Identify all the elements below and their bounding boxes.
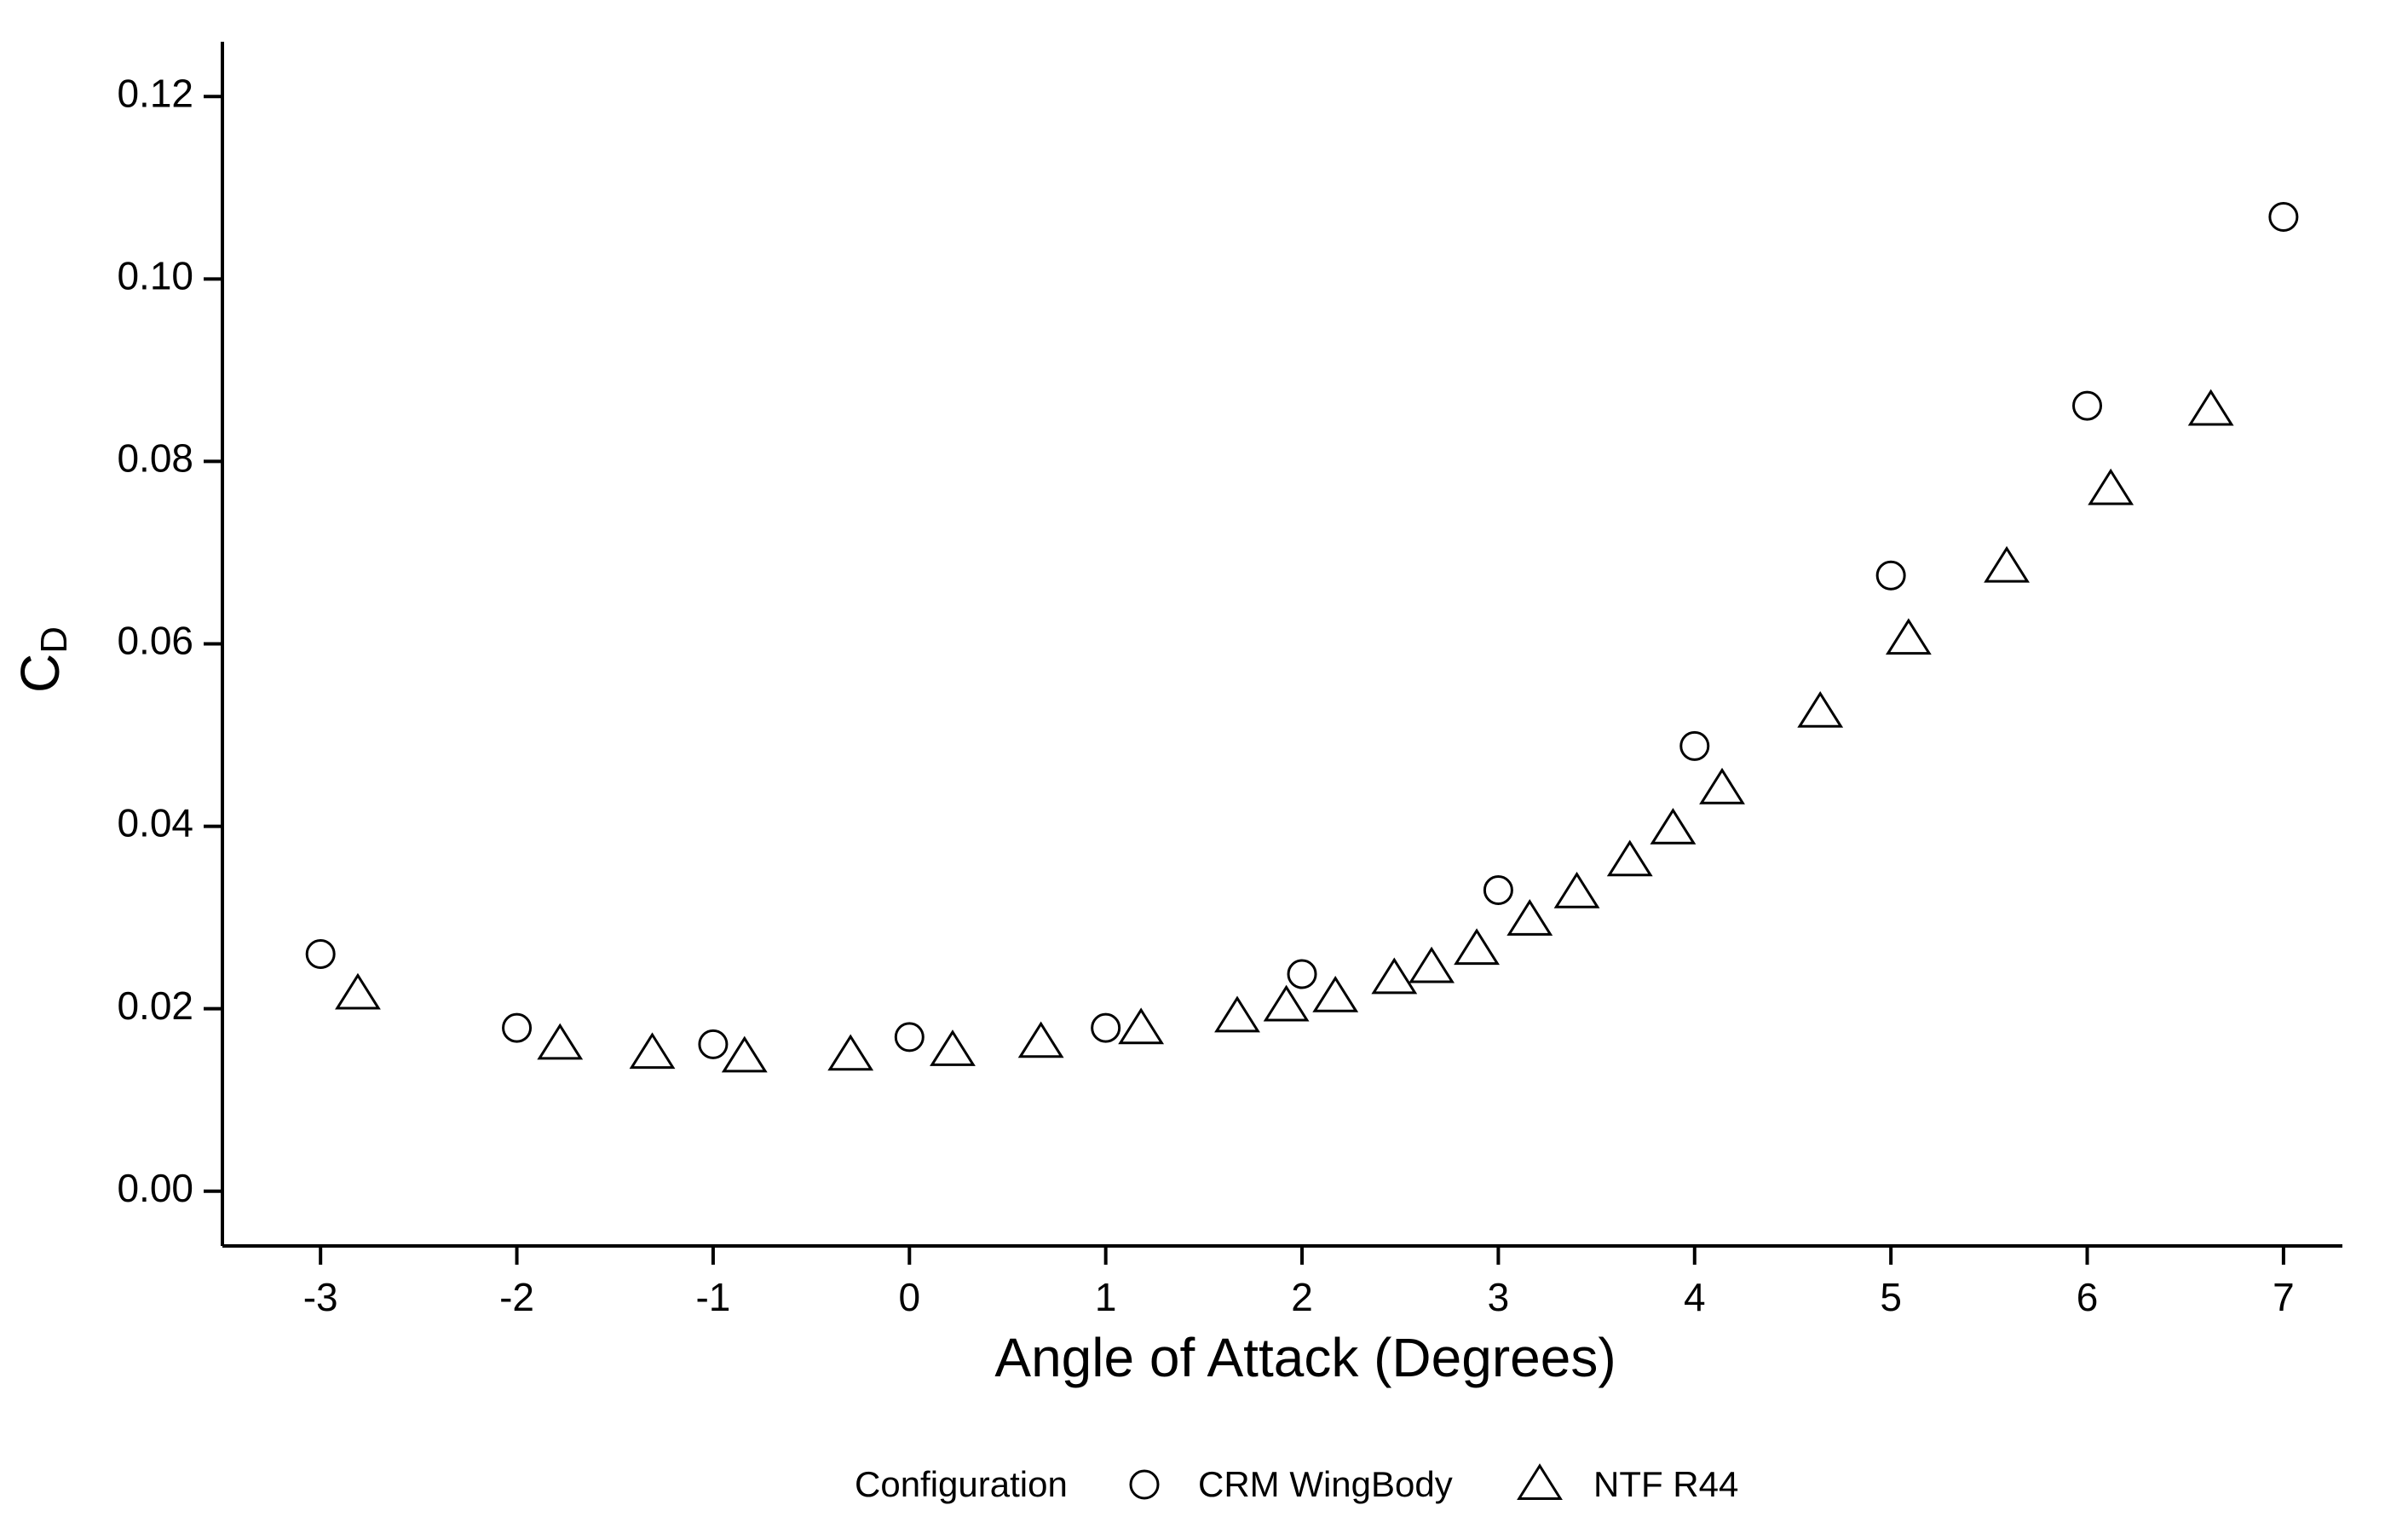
x-tick-label: -3	[303, 1275, 338, 1319]
data-point	[2187, 389, 2234, 426]
data-point	[1263, 984, 1310, 1022]
x-axis-title: Angle of Attack (Degrees)	[994, 1327, 1616, 1388]
legend-label: NTF R44	[1593, 1464, 1738, 1504]
data-point	[1797, 690, 1844, 728]
data-point	[305, 938, 336, 969]
y-tick-label: 0.08	[117, 436, 193, 481]
data-point	[335, 972, 381, 1010]
x-tick-label: -2	[499, 1275, 534, 1319]
data-point	[1875, 560, 1906, 591]
data-point	[1984, 545, 2030, 583]
data-point	[827, 1034, 874, 1071]
y-tick-label: 0.04	[117, 801, 193, 845]
data-point	[1885, 618, 1932, 655]
y-axis-title: CD	[9, 626, 75, 693]
data-point	[1553, 871, 1600, 908]
x-tick-label: 7	[2273, 1275, 2295, 1319]
x-tick-label: 6	[2077, 1275, 2099, 1319]
data-point	[1091, 1012, 1121, 1043]
x-tick-label: 3	[1488, 1275, 1510, 1319]
data-point	[502, 1012, 533, 1043]
data-point	[1371, 957, 1418, 995]
y-axis-title-sub: D	[33, 626, 75, 654]
legend-marker	[1517, 1463, 1563, 1500]
data-point	[629, 1032, 676, 1070]
data-point	[1606, 839, 1653, 877]
y-tick-label: 0.00	[117, 1166, 193, 1210]
y-axis-title-text: CD	[9, 626, 75, 693]
data-point	[537, 1023, 584, 1060]
x-tick-label: -1	[695, 1275, 730, 1319]
y-tick-label: 0.06	[117, 619, 193, 663]
data-point	[2072, 390, 2103, 421]
data-point	[1017, 1021, 1064, 1058]
x-tick-label: 2	[1291, 1275, 1313, 1319]
y-axis-title-main: C	[9, 654, 71, 693]
legend-label: CRM WingBody	[1198, 1464, 1453, 1504]
y-tick-label: 0.12	[117, 71, 193, 115]
x-tick-label: 1	[1095, 1275, 1117, 1319]
data-point	[1287, 959, 1317, 989]
x-tick-label: 0	[898, 1275, 920, 1319]
data-point	[1454, 928, 1500, 966]
legend-title: Configuration	[855, 1464, 1068, 1504]
data-point	[698, 1029, 729, 1059]
data-point	[1483, 875, 1513, 906]
data-point	[1679, 730, 1710, 761]
data-point	[894, 1022, 925, 1052]
data-point	[2268, 202, 2299, 233]
data-point	[721, 1035, 768, 1073]
data-point	[1312, 975, 1359, 1012]
data-point	[1214, 995, 1260, 1033]
x-tick-label: 5	[1880, 1275, 1902, 1319]
legend-marker	[1129, 1469, 1160, 1500]
x-tick-label: 4	[1684, 1275, 1706, 1319]
y-tick-label: 0.10	[117, 253, 193, 297]
data-point	[1409, 946, 1455, 983]
data-point	[1118, 1007, 1165, 1045]
data-point	[1699, 767, 1745, 804]
data-point	[930, 1029, 976, 1066]
data-point	[1506, 899, 1553, 936]
data-point	[2088, 468, 2134, 505]
y-tick-label: 0.02	[117, 983, 193, 1028]
data-point	[1650, 807, 1697, 845]
